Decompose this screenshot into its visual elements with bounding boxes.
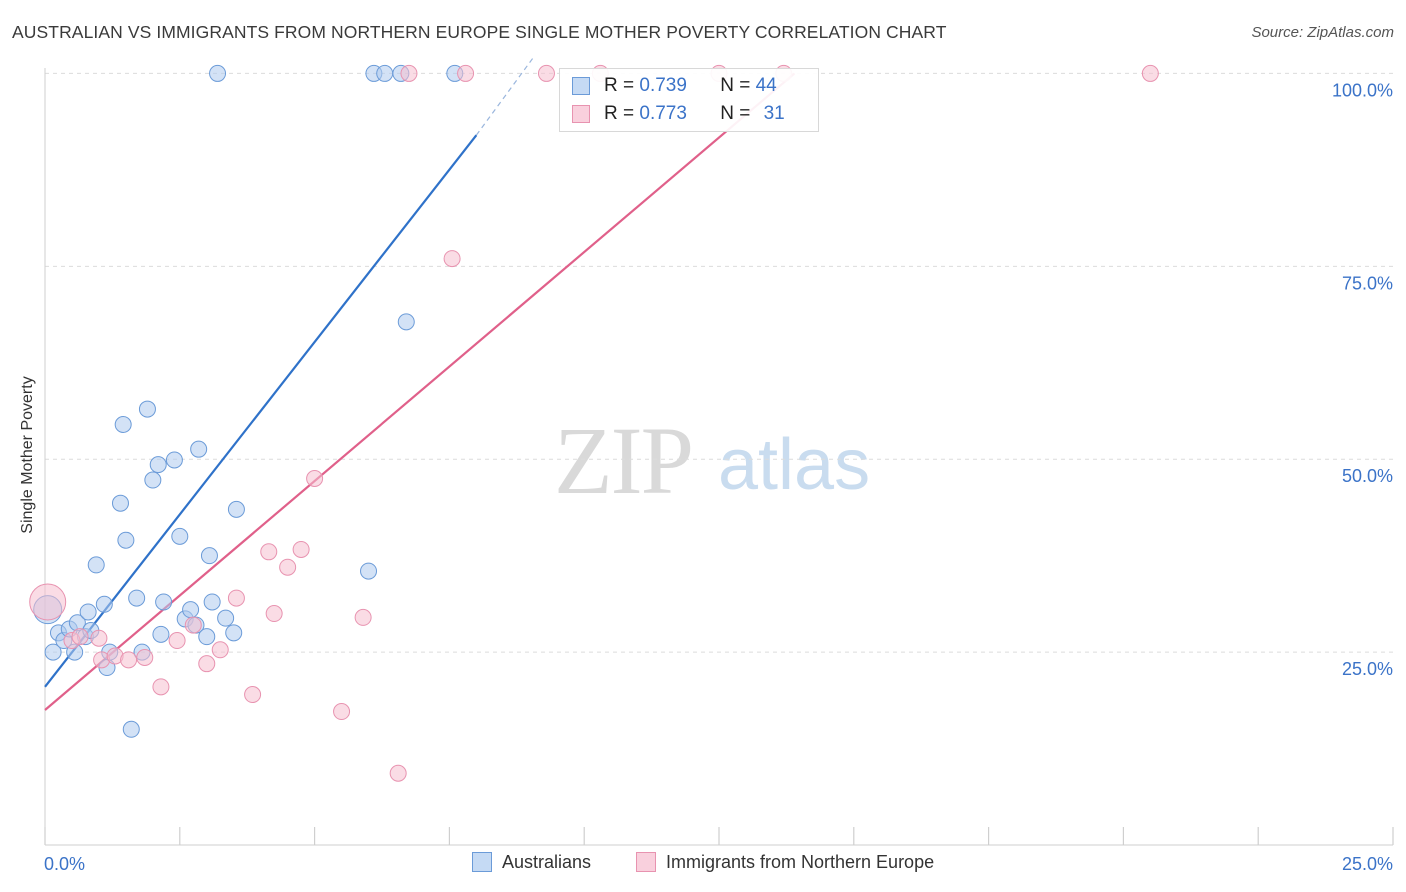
legend-r-label: R = [604, 75, 635, 96]
legend-r-value-australians: 0.739 [639, 75, 687, 96]
bottom-legend-label-immigrants: Immigrants from Northern Europe [666, 852, 935, 872]
australians-point [203, 593, 221, 611]
australians-point [122, 720, 140, 738]
australians-point [227, 500, 245, 518]
australians-point [117, 531, 135, 549]
australians-point [209, 64, 227, 82]
immigrants-point [457, 64, 475, 82]
australians-point [198, 628, 216, 646]
immigrants-point [279, 558, 297, 576]
y-tick-label: 50.0% [1342, 466, 1393, 486]
australians-point [79, 603, 97, 621]
australians-point [149, 456, 167, 474]
immigrants-point [227, 589, 245, 607]
immigrants-point [90, 629, 108, 647]
immigrants-point [443, 250, 461, 268]
bottom-legend-label-australians: Australians [502, 852, 592, 872]
australians-point [171, 527, 189, 545]
australians-trend-extension [475, 57, 534, 136]
watermark-zip: ZIP [554, 407, 694, 514]
bottom-legend-australians: Australians [472, 852, 591, 873]
source-label: Source: ZipAtlas.com [1251, 24, 1394, 41]
australians-point [114, 415, 132, 433]
immigrants-trend-line [44, 72, 796, 711]
immigrants-point [244, 686, 262, 704]
australians-point [217, 609, 235, 627]
australians-point [190, 440, 208, 458]
immigrants-point [1141, 64, 1159, 82]
immigrants-point [152, 678, 170, 696]
legend-n-value-australians: 44 [755, 75, 777, 96]
legend-swatch-immigrants [572, 105, 590, 123]
immigrants-point [71, 628, 89, 646]
immigrants-point [211, 641, 229, 659]
legend-n-label: N = [720, 103, 751, 124]
australians-point [155, 593, 173, 611]
x-tick-label-min: 0.0% [44, 854, 85, 874]
legend-swatch-australians [572, 77, 590, 95]
australians-point [360, 562, 378, 580]
y-tick-label: 25.0% [1342, 659, 1393, 679]
immigrants-point [29, 583, 67, 621]
australians-point [111, 494, 129, 512]
immigrants-point [354, 608, 372, 626]
australians-point [95, 595, 113, 613]
y-axis-label: Single Mother Poverty [19, 376, 36, 534]
australians-point [128, 589, 146, 607]
immigrants-point [306, 470, 324, 488]
australians-trend-line [44, 134, 478, 688]
immigrants-point [265, 605, 283, 623]
y-tick-label: 75.0% [1342, 273, 1393, 293]
immigrants-point [168, 632, 186, 650]
immigrants-point [260, 543, 278, 561]
immigrants-point [400, 64, 418, 82]
correlation-legend: R = 0.739 N = 44 R = 0.773 N = 31 [559, 68, 819, 132]
immigrants-point [184, 616, 202, 634]
legend-r-label: R = [604, 103, 635, 124]
immigrants-point [537, 64, 555, 82]
x-tick-label-max: 25.0% [1342, 854, 1393, 874]
legend-row-immigrants: R = 0.773 N = 31 [572, 103, 785, 125]
chart-title: AUSTRALIAN VS IMMIGRANTS FROM NORTHERN E… [12, 22, 947, 42]
australians-point [144, 471, 162, 489]
australians-point [138, 400, 156, 418]
australians-point [152, 625, 170, 643]
y-tick-label: 100.0% [1332, 80, 1393, 100]
australians-point [87, 556, 105, 574]
australians-point [397, 313, 415, 331]
legend-n-value-immigrants: 31 [763, 103, 785, 124]
australians-point [200, 547, 218, 565]
legend-n-label: N = [720, 75, 751, 96]
australians-point [225, 624, 243, 642]
bottom-legend-swatch-immigrants [636, 852, 656, 872]
australians-point [376, 64, 394, 82]
australians-point [44, 643, 62, 661]
immigrants-point [333, 703, 351, 721]
watermark-atlas: atlas [718, 425, 871, 505]
legend-row-australians: R = 0.739 N = 44 [572, 75, 777, 97]
bottom-legend-immigrants: Immigrants from Northern Europe [636, 852, 934, 873]
immigrants-point [389, 764, 407, 782]
legend-r-value-immigrants: 0.773 [639, 103, 687, 124]
immigrants-point [120, 651, 138, 669]
immigrants-point [198, 655, 216, 673]
australians-point [182, 601, 200, 619]
bottom-legend-swatch-australians [472, 852, 492, 872]
immigrants-point [136, 649, 154, 667]
australians-point [165, 451, 183, 469]
immigrants-point [292, 540, 310, 558]
